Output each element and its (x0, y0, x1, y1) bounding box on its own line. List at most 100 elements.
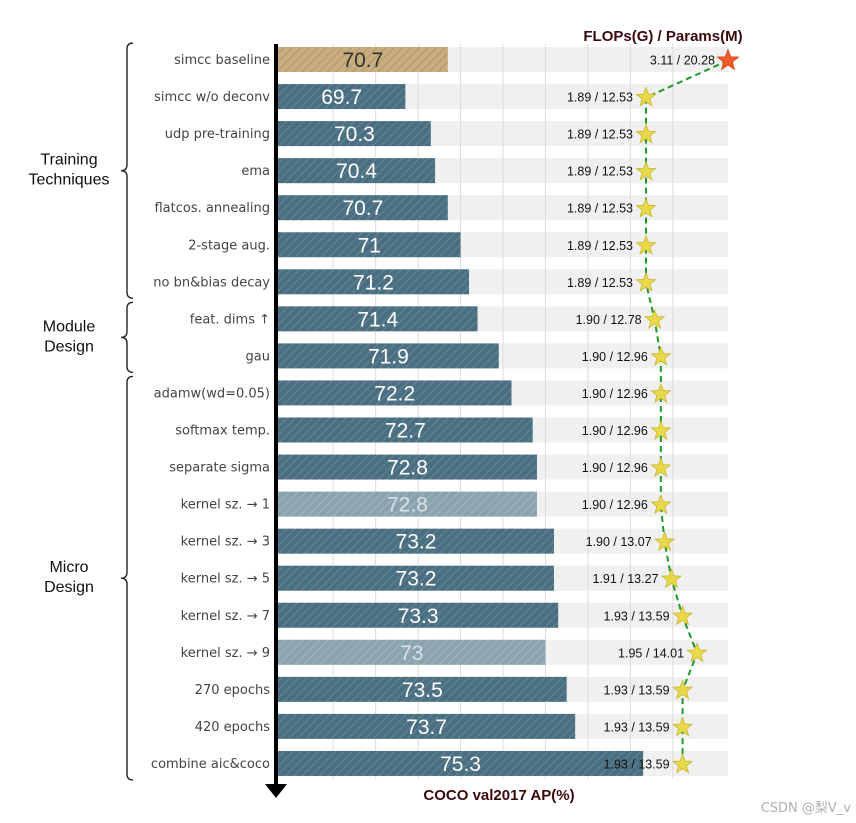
bar (278, 639, 546, 665)
category-label: kernel sz. → 1 (181, 498, 270, 513)
bar-value-label: 73.2 (396, 568, 437, 591)
category-label: flatcos. annealing (154, 201, 270, 216)
star-marker (650, 345, 672, 366)
flops-params-label: 1.89 / 12.53 (567, 165, 633, 179)
star-marker (671, 716, 694, 737)
category-label: kernel sz. → 3 (181, 535, 270, 550)
bar (278, 528, 554, 554)
group-brace (120, 375, 134, 781)
bar (278, 417, 533, 443)
category-label: 2-stage aug. (188, 238, 270, 253)
flops-params-label: 1.89 / 12.53 (567, 239, 633, 253)
bar (278, 121, 431, 147)
flops-params-label: 1.95 / 14.01 (618, 646, 684, 660)
star-marker (650, 419, 672, 441)
star-marker (635, 234, 657, 255)
star-marker (660, 568, 683, 589)
category-label: combine aic&coco (151, 757, 270, 772)
secondary-title: FLOPs(G) / Params(M) (583, 28, 742, 45)
bar-value-label: 73.5 (402, 679, 443, 702)
flops-params-label: 1.90 / 12.96 (582, 498, 648, 512)
bar (278, 380, 512, 406)
bar-value-label: 72.8 (387, 457, 428, 480)
bar-value-label: 73.2 (396, 531, 437, 554)
category-label: kernel sz. → 9 (181, 646, 270, 661)
category-label: simcc w/o deconv (154, 90, 270, 105)
category-label: simcc baseline (174, 53, 270, 68)
bar-value-label: 71.4 (357, 308, 398, 331)
bar-value-label: 72.2 (374, 382, 415, 405)
bar-value-label: 70.7 (342, 49, 383, 72)
category-label: 420 epochs (195, 720, 271, 735)
flops-params-label: 1.90 / 12.96 (582, 350, 648, 364)
watermark: CSDN @梨V_v (761, 801, 852, 816)
star-marker (671, 605, 694, 626)
group-brace (120, 301, 134, 374)
flops-params-label: 1.91 / 13.27 (592, 572, 658, 586)
bar (278, 232, 461, 258)
bar (278, 269, 470, 295)
star-marker (635, 86, 657, 107)
bar-value-label: 70.7 (342, 197, 383, 220)
star-marker (716, 48, 740, 71)
bar (278, 454, 537, 480)
star-marker (654, 531, 676, 552)
bar-value-label: 72.8 (387, 494, 428, 517)
star-marker (650, 456, 672, 478)
flops-params-label: 1.90 / 13.07 (586, 535, 652, 549)
category-label: 270 epochs (195, 683, 271, 698)
star-marker (635, 123, 657, 144)
bar (278, 84, 406, 110)
category-label: udp pre-training (165, 127, 270, 142)
flops-params-label: 1.89 / 12.53 (567, 202, 633, 216)
category-label: kernel sz. → 5 (181, 572, 270, 587)
flops-params-label: 1.90 / 12.96 (582, 461, 648, 475)
bar-value-label: 73.7 (406, 716, 447, 739)
star-marker (635, 197, 657, 218)
category-label: ema (241, 164, 270, 179)
star-marker (686, 642, 708, 663)
category-label: kernel sz. → 7 (181, 609, 270, 624)
bar (278, 750, 644, 776)
flops-params-line (645, 59, 729, 765)
group-label: Module Design (43, 318, 96, 355)
bar (278, 195, 448, 221)
bar-value-label: 71.9 (368, 345, 409, 368)
flops-params-label: 1.93 / 13.59 (604, 757, 670, 771)
bar (278, 565, 554, 591)
star-marker (650, 493, 672, 515)
star-marker (635, 160, 657, 181)
flops-params-label: 1.90 / 12.78 (576, 313, 642, 327)
flops-params-label: 3.11 / 20.28 (650, 54, 715, 68)
group-label: Micro Design (44, 559, 94, 596)
bar-value-label: 69.7 (321, 86, 362, 109)
star-marker (671, 753, 694, 774)
flops-params-label: 1.89 / 12.53 (567, 276, 633, 290)
flops-params-label: 1.93 / 13.59 (604, 609, 670, 623)
star-marker (644, 308, 666, 329)
y-axis-arrow-icon (265, 784, 287, 798)
group-label: Training Techniques (29, 152, 110, 189)
star-marker (635, 271, 657, 292)
category-label: softmax temp. (175, 424, 270, 439)
category-label: gau (246, 349, 270, 364)
flops-params-label: 1.90 / 12.96 (582, 424, 648, 438)
flops-params-label: 1.89 / 12.53 (567, 91, 633, 105)
flops-params-label: 1.89 / 12.53 (567, 128, 633, 142)
bar (278, 713, 576, 739)
star-marker (671, 679, 694, 700)
flops-params-label: 1.93 / 13.59 (604, 720, 670, 734)
flops-params-label: 1.93 / 13.59 (604, 683, 670, 697)
bar (278, 158, 436, 184)
bar-value-label: 70.4 (336, 160, 377, 183)
bar-value-label: 73 (400, 642, 423, 665)
bar (278, 306, 478, 332)
category-label: no bn&bias decay (153, 275, 270, 290)
bar-value-label: 71 (358, 234, 381, 257)
category-label: adamw(wd=0.05) (154, 386, 270, 401)
group-brace (120, 42, 134, 299)
bar (278, 491, 537, 517)
bar-value-label: 71.2 (353, 271, 394, 294)
flops-params-label: 1.90 / 12.96 (582, 387, 648, 401)
